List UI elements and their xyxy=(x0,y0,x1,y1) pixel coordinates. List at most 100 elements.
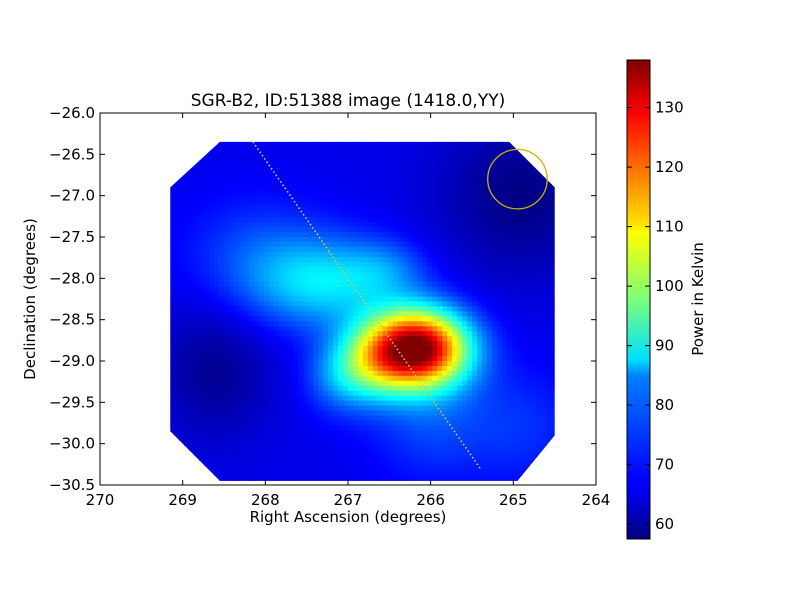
heatmap-cell xyxy=(224,261,230,268)
heatmap-cell xyxy=(333,246,339,253)
heatmap-cell xyxy=(382,141,389,144)
heatmap-cell xyxy=(526,261,533,268)
heatmap-cell xyxy=(318,271,324,278)
heatmap-cell xyxy=(263,316,270,322)
heatmap-cell xyxy=(501,296,508,303)
heatmap-cell xyxy=(472,296,478,303)
heatmap-cell xyxy=(199,207,205,213)
heatmap-cell xyxy=(258,326,265,332)
heatmap-cell xyxy=(397,177,404,184)
heatmap-cell xyxy=(243,336,250,342)
heatmap-cell xyxy=(506,217,513,223)
heatmap-cell xyxy=(209,321,215,327)
heatmap-cell xyxy=(209,291,215,298)
heatmap-cell xyxy=(511,167,518,174)
heatmap-cell xyxy=(402,276,409,283)
heatmap-cell xyxy=(452,276,458,283)
heatmap-cell xyxy=(174,266,180,273)
heatmap-cell xyxy=(278,172,285,179)
heatmap-cell xyxy=(516,177,523,184)
heatmap-cell xyxy=(233,346,240,352)
heatmap-cell xyxy=(472,182,478,188)
heatmap-cell xyxy=(189,167,195,174)
heatmap-cell xyxy=(179,227,185,233)
heatmap-cell xyxy=(486,162,493,169)
heatmap-cell xyxy=(462,212,468,218)
heatmap-cell xyxy=(442,142,448,149)
heatmap-cell xyxy=(328,227,334,233)
heatmap-cell xyxy=(273,152,280,159)
heatmap-cell xyxy=(258,227,265,233)
heatmap-cell xyxy=(511,276,518,283)
heatmap-cell xyxy=(233,266,240,273)
heatmap-cell xyxy=(189,311,195,317)
heatmap-cell xyxy=(268,246,275,253)
heatmap-cell xyxy=(417,346,423,352)
heatmap-cell xyxy=(214,147,220,154)
heatmap-cell xyxy=(546,222,552,228)
heatmap-cell xyxy=(467,261,473,268)
heatmap-cell xyxy=(467,152,473,159)
heatmap-cell xyxy=(541,276,547,283)
heatmap-cell xyxy=(382,187,389,193)
heatmap-cell xyxy=(248,311,255,317)
heatmap-cell xyxy=(501,202,508,208)
heatmap-cell xyxy=(298,356,304,362)
heatmap-cell xyxy=(318,261,324,268)
heatmap-cell xyxy=(283,232,290,238)
heatmap-cell xyxy=(546,251,552,258)
heatmap-cell xyxy=(526,187,533,193)
heatmap-cell xyxy=(243,256,250,263)
heatmap-cell xyxy=(521,182,528,188)
heatmap-cell xyxy=(397,246,404,253)
heatmap-cell xyxy=(437,291,443,298)
heatmap-cell xyxy=(243,316,250,322)
heatmap-cell xyxy=(501,346,508,352)
heatmap-cell xyxy=(313,222,319,228)
heatmap-cell xyxy=(472,271,478,278)
heatmap-cell xyxy=(338,227,344,233)
heatmap-cell xyxy=(263,152,270,159)
heatmap-cell xyxy=(293,162,299,169)
heatmap-cell xyxy=(427,246,433,253)
heatmap-cell xyxy=(467,222,473,228)
heatmap-cell xyxy=(372,316,379,322)
heatmap-cell xyxy=(328,172,334,179)
heatmap-cell xyxy=(273,187,280,193)
heatmap-cell xyxy=(452,261,458,268)
heatmap-cell xyxy=(402,197,409,203)
heatmap-cell xyxy=(323,251,329,258)
heatmap-cell xyxy=(397,336,404,342)
heatmap-cell xyxy=(273,336,280,342)
heatmap-cell xyxy=(442,182,448,188)
heatmap-cell xyxy=(308,182,314,188)
heatmap-cell xyxy=(328,157,334,164)
heatmap-cell xyxy=(238,202,245,208)
heatmap-cell xyxy=(278,182,285,188)
heatmap-cell xyxy=(323,256,329,263)
heatmap-cell xyxy=(407,271,414,278)
heatmap-cell xyxy=(511,291,518,298)
heatmap-cell xyxy=(372,261,379,268)
heatmap-cell xyxy=(298,241,304,248)
heatmap-cell xyxy=(258,266,265,273)
heatmap-cell xyxy=(233,142,240,149)
heatmap-cell xyxy=(357,157,364,164)
heatmap-cell xyxy=(323,227,329,233)
heatmap-cell xyxy=(343,162,349,169)
heatmap-cell xyxy=(422,237,428,243)
heatmap-cell xyxy=(467,346,473,352)
heatmap-cell xyxy=(486,306,493,312)
heatmap-cell xyxy=(288,266,295,273)
heatmap-cell xyxy=(308,237,314,243)
heatmap-cell xyxy=(303,152,309,159)
heatmap-cell xyxy=(526,336,533,342)
heatmap-cell xyxy=(442,251,448,258)
heatmap-cell xyxy=(278,147,285,154)
heatmap-cell xyxy=(189,192,195,198)
heatmap-cell xyxy=(268,227,275,233)
heatmap-cell xyxy=(432,217,438,223)
heatmap-cell xyxy=(348,251,354,258)
heatmap-cell xyxy=(323,291,329,298)
heatmap-cell xyxy=(323,321,329,327)
